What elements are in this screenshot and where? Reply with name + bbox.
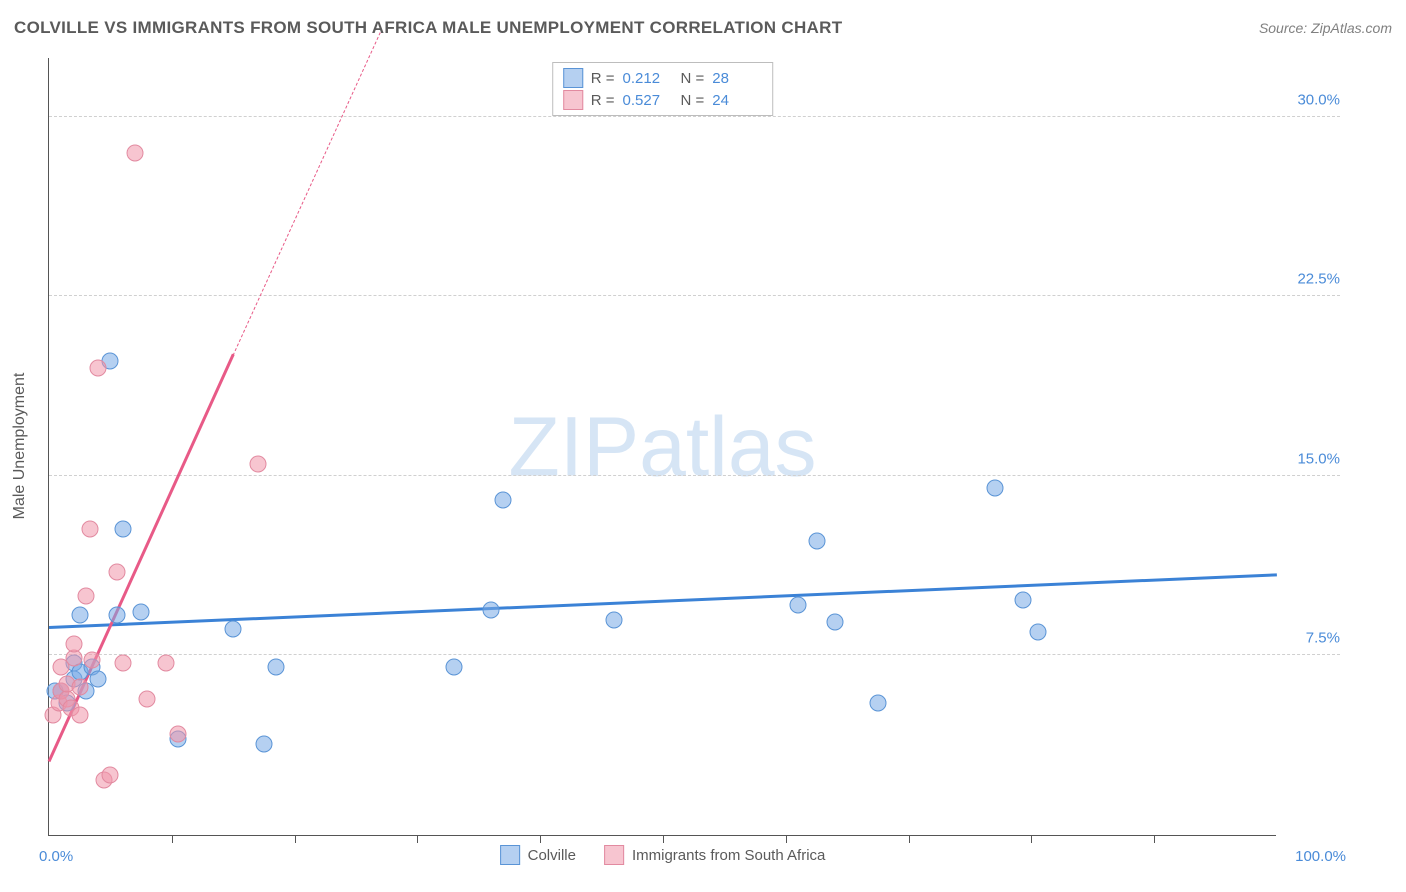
- series-legend: Colville Immigrants from South Africa: [500, 845, 826, 865]
- data-point: [108, 606, 125, 623]
- x-tick: [663, 835, 664, 843]
- data-point: [90, 671, 107, 688]
- gridline: [49, 116, 1340, 117]
- legend-series-label: Colville: [528, 847, 576, 864]
- legend-n-value: 28: [712, 70, 762, 87]
- data-point: [90, 360, 107, 377]
- legend-n-label: N =: [681, 92, 705, 109]
- data-point: [1029, 623, 1046, 640]
- correlation-legend: R = 0.212 N = 28 R = 0.527 N = 24: [552, 62, 774, 116]
- watermark-bold: ZIP: [508, 399, 639, 493]
- plot-area: ZIPatlas R =0.212N =28R =0.527N =24 0.0%…: [48, 58, 1276, 836]
- data-point: [605, 611, 622, 628]
- data-point: [114, 520, 131, 537]
- legend-n-value: 24: [712, 92, 762, 109]
- x-axis-max-label: 100.0%: [1295, 848, 1346, 865]
- data-point: [446, 659, 463, 676]
- data-point: [225, 621, 242, 638]
- watermark-light: atlas: [639, 399, 816, 493]
- chart-title: COLVILLE VS IMMIGRANTS FROM SOUTH AFRICA…: [14, 18, 842, 38]
- legend-item: Immigrants from South Africa: [604, 845, 825, 865]
- x-tick: [540, 835, 541, 843]
- data-point: [71, 707, 88, 724]
- data-point: [81, 520, 98, 537]
- legend-r-value: 0.527: [623, 92, 673, 109]
- source-attribution: Source: ZipAtlas.com: [1259, 20, 1392, 36]
- gridline: [49, 475, 1340, 476]
- x-tick: [417, 835, 418, 843]
- watermark: ZIPatlas: [508, 398, 816, 495]
- x-tick: [295, 835, 296, 843]
- data-point: [249, 455, 266, 472]
- legend-swatch: [500, 845, 520, 865]
- legend-swatch: [563, 90, 583, 110]
- data-point: [108, 563, 125, 580]
- x-tick: [1031, 835, 1032, 843]
- x-tick: [1154, 835, 1155, 843]
- legend-r-label: R =: [591, 70, 615, 87]
- legend-n-label: N =: [681, 70, 705, 87]
- data-point: [77, 587, 94, 604]
- trend-line: [233, 32, 381, 356]
- data-point: [1014, 592, 1031, 609]
- gridline: [49, 295, 1340, 296]
- data-point: [139, 690, 156, 707]
- x-tick: [172, 835, 173, 843]
- legend-series-label: Immigrants from South Africa: [632, 847, 825, 864]
- data-point: [71, 606, 88, 623]
- legend-item: Colville: [500, 845, 576, 865]
- data-point: [102, 767, 119, 784]
- data-point: [65, 635, 82, 652]
- data-point: [255, 736, 272, 753]
- y-tick-label: 15.0%: [1280, 450, 1340, 467]
- data-point: [790, 597, 807, 614]
- y-tick-label: 22.5%: [1280, 271, 1340, 288]
- legend-swatch: [563, 68, 583, 88]
- data-point: [169, 726, 186, 743]
- data-point: [268, 659, 285, 676]
- y-axis-title: Male Unemployment: [11, 373, 29, 520]
- x-tick: [909, 835, 910, 843]
- data-point: [986, 479, 1003, 496]
- data-point: [826, 613, 843, 630]
- legend-row: R = 0.212 N = 28: [563, 67, 763, 89]
- data-point: [808, 532, 825, 549]
- data-point: [83, 652, 100, 669]
- legend-row: R = 0.527 N = 24: [563, 89, 763, 111]
- data-point: [126, 144, 143, 161]
- data-point: [114, 654, 131, 671]
- data-point: [157, 654, 174, 671]
- x-axis-min-label: 0.0%: [39, 848, 73, 865]
- data-point: [71, 678, 88, 695]
- legend-swatch: [604, 845, 624, 865]
- legend-r-label: R =: [591, 92, 615, 109]
- legend-r-value: 0.212: [623, 70, 673, 87]
- data-point: [869, 695, 886, 712]
- data-point: [495, 491, 512, 508]
- data-point: [133, 604, 150, 621]
- data-point: [483, 601, 500, 618]
- y-tick-label: 7.5%: [1280, 630, 1340, 647]
- gridline: [49, 654, 1340, 655]
- y-tick-label: 30.0%: [1280, 91, 1340, 108]
- x-tick: [786, 835, 787, 843]
